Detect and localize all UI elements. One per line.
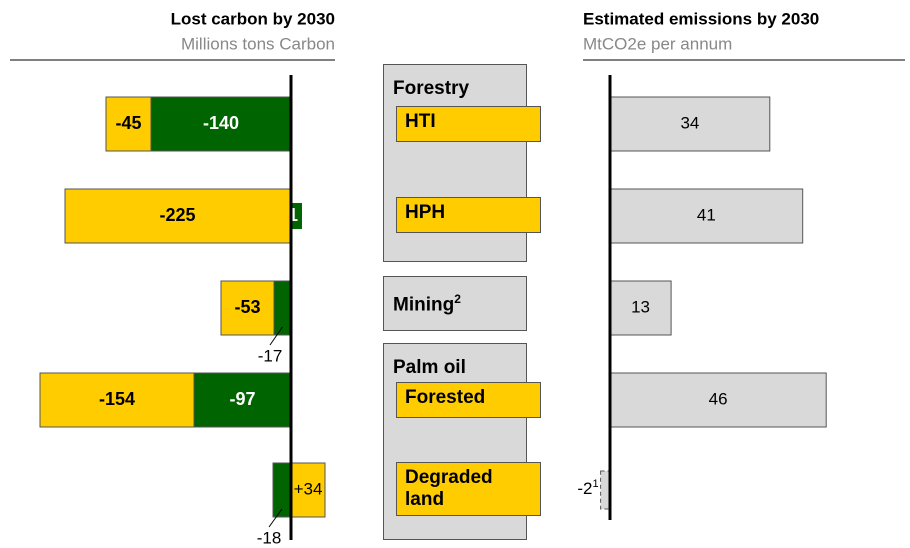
- bar: [609, 280, 672, 336]
- bar-segment: [193, 372, 292, 428]
- value-label: +34: [294, 479, 323, 498]
- value-label-text: -2: [577, 479, 592, 498]
- value-label: 46: [709, 389, 728, 408]
- group-title-text: Palm oil: [393, 357, 466, 378]
- value-label: 13: [631, 297, 650, 316]
- footnote-mark: 1: [592, 478, 598, 490]
- category-label: Degraded land: [396, 462, 541, 516]
- group-title: Palm oil: [393, 357, 466, 379]
- value-label: -17: [258, 346, 283, 365]
- right-subtitle: MtCO2e per annum: [583, 34, 732, 53]
- footnote-mark: 2: [454, 292, 461, 306]
- group-title-text: Mining: [393, 294, 455, 316]
- group-title: Forestry: [393, 78, 469, 100]
- bar: [609, 96, 771, 152]
- bar: [609, 372, 827, 428]
- bar-segment: [64, 188, 291, 244]
- value-label: -140: [203, 113, 239, 133]
- group-box: [383, 276, 527, 331]
- value-label: -53: [234, 297, 260, 317]
- value-label: -18: [257, 528, 282, 547]
- bar-segment: [220, 280, 275, 336]
- category-label: Forested: [396, 382, 541, 418]
- left-title: Lost carbon by 2030: [171, 9, 335, 28]
- value-label: 34: [680, 113, 699, 132]
- bar-segment: [150, 96, 292, 152]
- category-label: HPH: [396, 197, 541, 233]
- bar-segment: [105, 96, 152, 152]
- bar: [609, 188, 804, 244]
- value-label: -45: [115, 113, 141, 133]
- value-label: 41: [697, 205, 716, 224]
- bar-segment: [39, 372, 195, 428]
- left-subtitle: Millions tons Carbon: [181, 34, 335, 53]
- value-label: -154: [99, 389, 135, 409]
- bar-segment: [273, 280, 292, 336]
- right-title: Estimated emissions by 2030: [583, 9, 819, 28]
- category-label: HTI: [396, 106, 541, 142]
- bar-segment: [290, 462, 326, 518]
- leader-line: [268, 508, 283, 528]
- value-label: -97: [229, 389, 255, 409]
- value-label: -21: [577, 478, 598, 499]
- leader-line: [269, 326, 283, 346]
- bar-segment: [272, 462, 292, 518]
- group-title-text: Forestry: [393, 78, 470, 99]
- group-title: Mining2: [393, 292, 461, 316]
- value-label: -225: [159, 205, 195, 225]
